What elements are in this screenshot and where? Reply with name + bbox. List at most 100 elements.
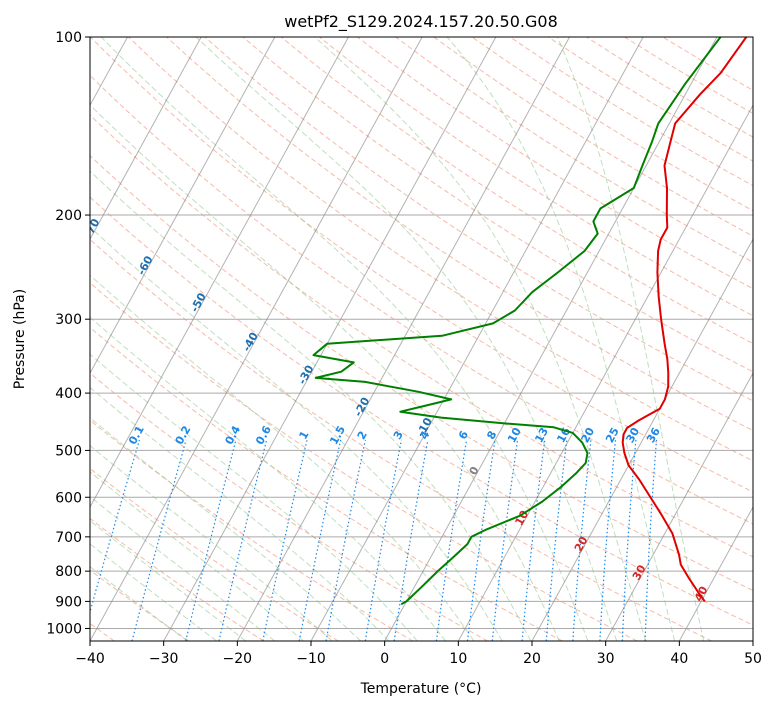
- isotherm-label: -80: [29, 177, 50, 201]
- moist-adiabat-line: [90, 417, 361, 641]
- dry-adiabat-line: [242, 37, 753, 373]
- dry-adiabat-line: [90, 196, 753, 626]
- mixing-ratio-label: 0.4: [222, 423, 243, 447]
- x-tick-label: 40: [670, 651, 688, 667]
- dry-adiabat-line: [586, 37, 753, 138]
- mixing-ratio-line: [131, 439, 187, 641]
- mixing-ratio-line: [218, 439, 268, 641]
- moist-adiabat-line: [314, 37, 647, 641]
- x-axis-ticks: −40 −30 −20 −10 0 10 20 30 40 50: [75, 641, 762, 667]
- dry-adiabat-line: [395, 37, 753, 263]
- mixing-ratio-lines: [90, 439, 658, 641]
- y-tick-label: 900: [55, 594, 82, 610]
- y-tick-label: 400: [55, 386, 82, 402]
- mixing-ratio-line: [599, 439, 617, 641]
- mixing-ratio-line: [491, 439, 519, 641]
- moist-adiabat-line: [90, 520, 246, 641]
- mixing-ratio-label: 2: [355, 429, 370, 442]
- mixing-ratio-label: 10: [505, 425, 524, 445]
- mixing-ratio-label: 13: [532, 425, 551, 445]
- dry-adiabat-line: [90, 467, 339, 641]
- mixing-ratio-label: 0.2: [173, 424, 194, 447]
- chart-title: wetPf2_S129.2024.157.20.50.G08: [284, 12, 558, 32]
- isotherm-line: [163, 37, 497, 641]
- dry-adiabat-line: [90, 517, 264, 641]
- x-tick-label: −20: [223, 651, 253, 667]
- x-tick-label: 20: [523, 651, 541, 667]
- plot-frame: [89, 36, 754, 642]
- y-axis-label: Pressure (hPa): [12, 289, 28, 389]
- x-tick-label: −30: [149, 651, 179, 667]
- isotherm-label: -70: [81, 216, 102, 240]
- dry-adiabat-line: [90, 37, 753, 493]
- dewpoint-profile-line: [312, 37, 722, 606]
- dry-adiabat-line: [624, 37, 753, 115]
- x-tick-label: 0: [380, 651, 389, 667]
- mixing-ratio-line: [435, 439, 468, 641]
- mixing-ratio-line: [521, 439, 546, 641]
- line-labels: -100-90-80-70-60-50-40-30-20-100.10.20.4…: [29, 177, 711, 604]
- dry-adiabat-line: [662, 37, 753, 91]
- isotherm-line: [457, 104, 753, 641]
- isotherm-label: -40: [240, 330, 261, 354]
- moist-adiabat-line: [90, 386, 390, 641]
- mixing-ratio-line: [572, 439, 592, 641]
- isotherm-line: [384, 37, 718, 641]
- x-tick-label: 30: [597, 651, 615, 667]
- moist-adiabat-line: [90, 316, 446, 641]
- profile-series: [312, 37, 748, 606]
- y-tick-label: 1000: [46, 621, 82, 637]
- moist-adiabat-line: [90, 226, 503, 641]
- mixing-ratio-line: [545, 439, 568, 641]
- mixing-ratio-label: 0.1: [126, 424, 147, 447]
- isotherm-line: [90, 37, 276, 375]
- isotherm-label: -60: [135, 253, 156, 277]
- y-tick-label: 100: [55, 30, 82, 46]
- x-tick-label: −40: [75, 651, 105, 667]
- dry-adiabat-line: [90, 238, 712, 641]
- moist-adiabat-line: [90, 566, 188, 641]
- isotherm-line: [752, 639, 753, 641]
- moist-adiabat-line: [90, 274, 475, 641]
- plot-area: -100-90-80-70-60-50-40-30-20-100.10.20.4…: [29, 37, 753, 641]
- moist-adiabat-line: [90, 353, 418, 641]
- y-tick-label: 700: [55, 530, 82, 546]
- isotherm-line: [605, 372, 753, 641]
- y-tick-label: 600: [55, 490, 82, 506]
- isotherm-line: [678, 506, 753, 641]
- isotherm-line: [310, 37, 644, 641]
- temperature-profile-line: [621, 37, 748, 602]
- dry-adiabat-line: [90, 282, 638, 641]
- dry-adiabat-line: [90, 155, 753, 592]
- mixing-ratio-label: 8: [484, 429, 499, 442]
- mixing-ratio-line: [466, 439, 496, 641]
- dry-adiabat-line: [318, 37, 753, 317]
- dry-adiabats: [90, 37, 753, 641]
- dry-adiabat-line: [90, 326, 563, 641]
- mixing-ratio-label: 1.5: [327, 424, 348, 447]
- moist-adiabat-line: [446, 37, 676, 641]
- x-tick-label: 10: [449, 651, 467, 667]
- x-tick-label: 50: [744, 651, 762, 667]
- mixing-ratio-line: [298, 439, 342, 641]
- isotherm-label: -20: [352, 395, 373, 419]
- mixing-ratio-line: [621, 439, 637, 641]
- moist-adiabat-line: [90, 170, 532, 641]
- mixing-ratio-line: [325, 439, 366, 641]
- x-axis-label: Temperature (°C): [360, 681, 482, 697]
- mixing-ratio-label: 0.6: [253, 423, 274, 447]
- mixing-ratio-label: 1: [297, 429, 312, 442]
- dry-adiabat-line: [90, 419, 414, 641]
- moist-adiabat-line: [100, 37, 589, 641]
- moist-adiabat-line: [90, 471, 304, 641]
- mixing-ratio-line: [185, 439, 237, 641]
- dry-adiabat-line: [90, 569, 190, 641]
- y-tick-label: 300: [55, 312, 82, 328]
- dry-adiabat-line: [90, 74, 753, 525]
- moist-adiabats: [90, 37, 705, 641]
- isotherm-label: -50: [188, 290, 209, 314]
- moist-adiabat-line: [90, 444, 333, 641]
- dry-adiabat-line: [90, 372, 488, 641]
- dry-adiabat-line: [280, 37, 753, 345]
